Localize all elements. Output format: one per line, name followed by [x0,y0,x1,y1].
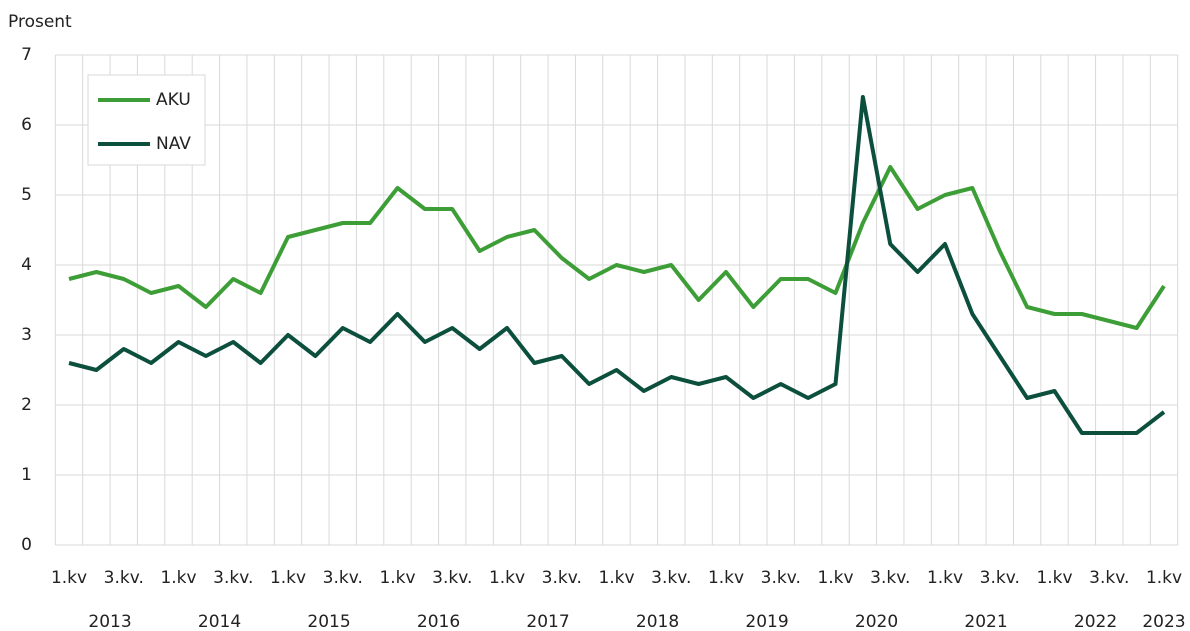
x-tick-label: 3.kv. [542,568,582,588]
x-tick-label: 3.kv. [1089,568,1129,588]
y-tick-label: 3 [21,325,32,345]
legend: AKU NAV [87,74,206,166]
y-tick-label: 7 [21,45,32,65]
legend-label: AKU [156,90,191,110]
y-axis-label: Prosent [8,12,72,32]
y-tick-label: 5 [21,185,32,205]
y-tick-label: 6 [21,115,32,135]
grid [54,54,1179,546]
x-tick-label: 1.kv [1146,568,1182,588]
year-label: 2019 [745,612,788,631]
x-tick-label: 1.kv [270,568,306,588]
y-tick-label: 4 [21,255,32,275]
x-tick-label: 1.kv [160,568,196,588]
x-tick-label: 3.kv. [104,568,144,588]
x-tick-label: 1.kv [379,568,415,588]
year-label: 2022 [1074,612,1117,631]
year-label: 2023 [1142,612,1185,631]
x-tick-label: 1.kv [708,568,744,588]
year-label: 2013 [88,612,131,631]
x-tick-label: 1.kv [489,568,525,588]
year-label: 2017 [526,612,569,631]
x-tick-label: 1.kv [817,568,853,588]
y-tick-label: 0 [21,535,32,555]
year-label: 2016 [417,612,460,631]
x-tick-label: 1.kv [598,568,634,588]
line-series [68,95,1166,435]
y-tick-label: 1 [21,465,32,485]
x-tick-label: 3.kv. [213,568,253,588]
year-label: 2015 [307,612,350,631]
year-label: 2018 [636,612,679,631]
x-tick-label: 1.kv [1036,568,1072,588]
x-tick-label: 3.kv. [432,568,472,588]
y-tick-label: 2 [21,395,32,415]
year-label: 2014 [198,612,241,631]
year-label: 2021 [964,612,1007,631]
x-tick-label: 3.kv. [870,568,910,588]
x-tick-label: 1.kv [51,568,87,588]
x-tick-label: 3.kv. [651,568,691,588]
x-tick-label: 3.kv. [323,568,363,588]
legend-box [87,74,206,166]
x-tick-label: 3.kv. [980,568,1020,588]
year-label: 2020 [855,612,898,631]
line-series [68,165,1166,330]
legend-label: NAV [156,134,191,154]
x-tick-label: 3.kv. [761,568,801,588]
x-tick-label: 1.kv [927,568,963,588]
